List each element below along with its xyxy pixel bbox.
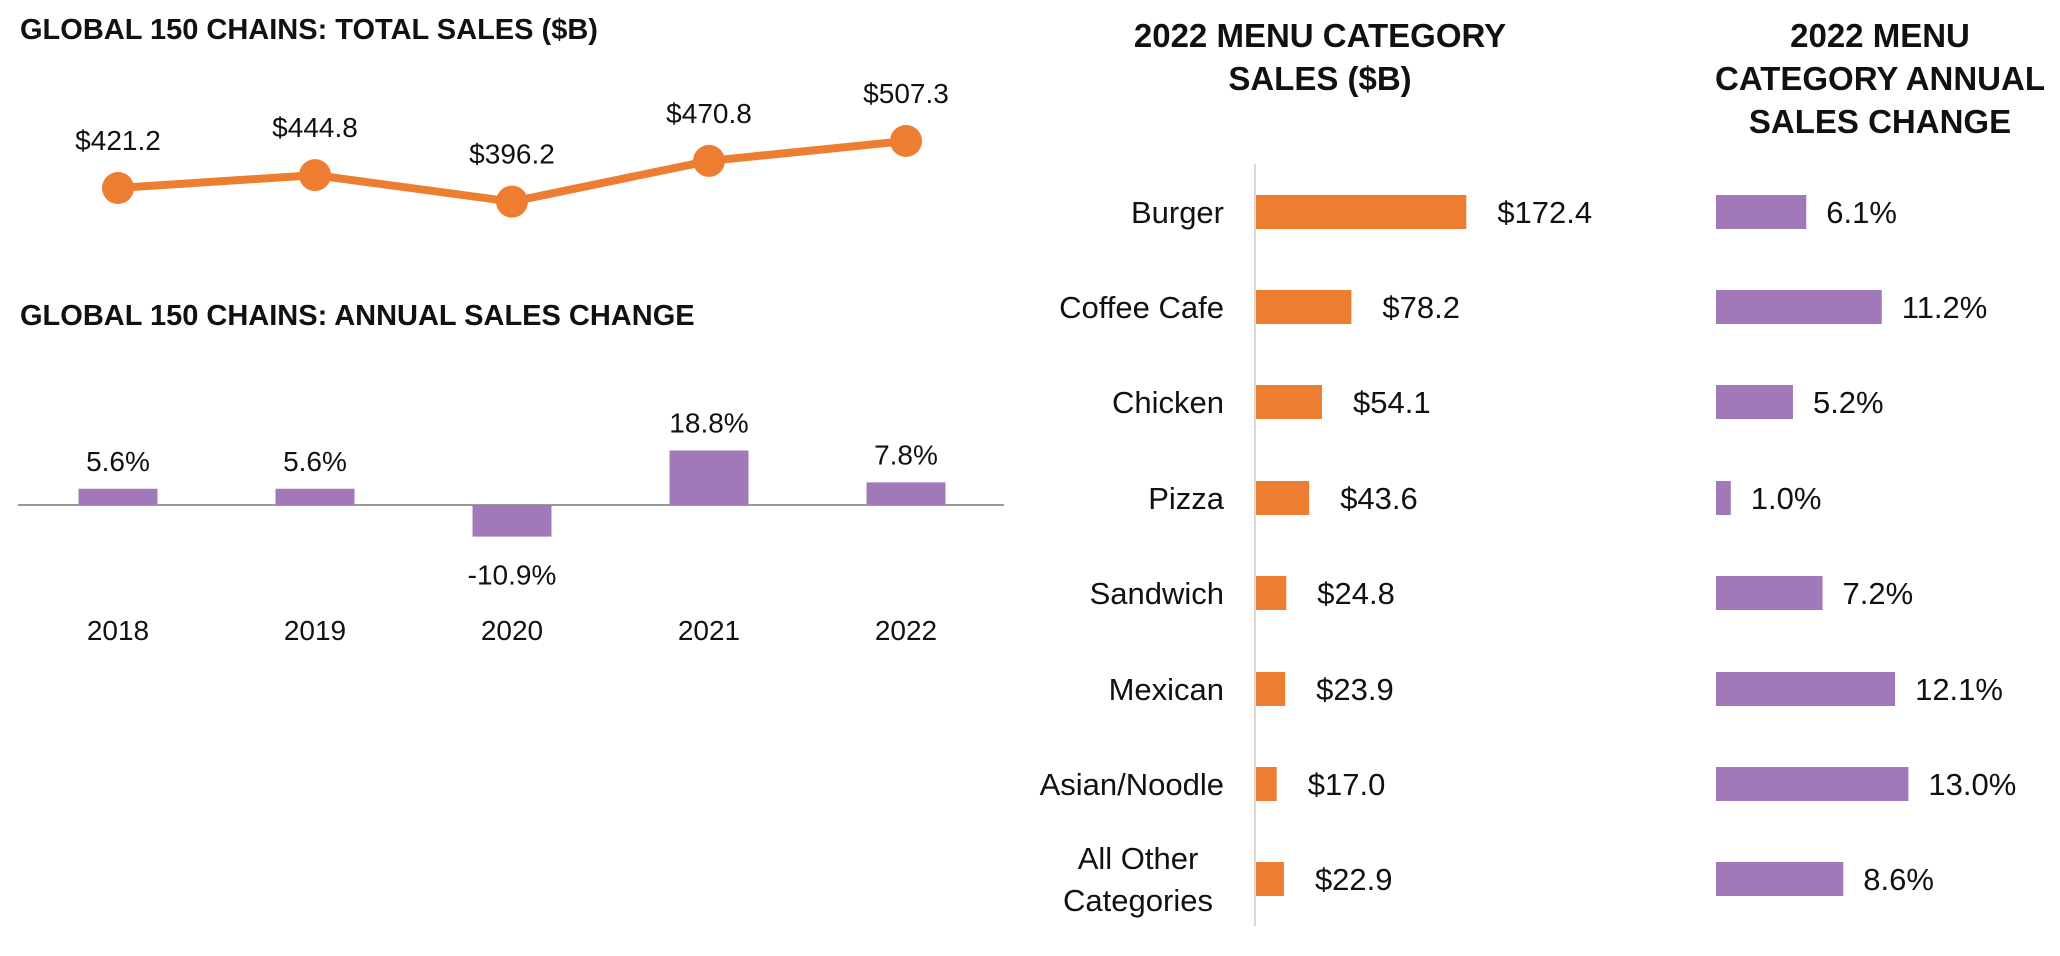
total-sales-point bbox=[299, 159, 331, 192]
annual-change-x-tick-label: 2019 bbox=[284, 615, 346, 646]
total-sales-point bbox=[890, 124, 922, 157]
annual-change-x-tick-label: 2021 bbox=[678, 615, 740, 646]
category-change-data-label: 12.1% bbox=[1915, 672, 2003, 707]
category-sales-data-label: $22.9 bbox=[1315, 862, 1393, 897]
category-sales-title-line: 2022 MENU CATEGORY bbox=[1133, 17, 1507, 54]
total-sales-data-label: $507.3 bbox=[863, 78, 949, 109]
annual-change-bar bbox=[78, 488, 158, 505]
category-sales-data-label: $23.9 bbox=[1316, 672, 1394, 707]
category-sales-bar bbox=[1256, 290, 1352, 324]
total-sales-data-label: $444.8 bbox=[272, 112, 358, 143]
category-sales-bar bbox=[1256, 672, 1286, 706]
annual-change-data-label: 5.6% bbox=[86, 446, 150, 477]
category-sales-data-label: $172.4 bbox=[1497, 195, 1592, 230]
total-sales-title: GLOBAL 150 CHAINS: TOTAL SALES ($B) bbox=[20, 14, 598, 46]
category-sales-title: 2022 MENU CATEGORY SALES ($B) bbox=[1080, 14, 1560, 100]
annual-change-data-label: 5.6% bbox=[283, 446, 347, 477]
category-change-data-label: 11.2% bbox=[1902, 290, 1988, 325]
category-change-title-line: CATEGORY ANNUAL bbox=[1715, 60, 2045, 97]
category-sales-data-label: $24.8 bbox=[1317, 576, 1395, 611]
category-label: Sandwich bbox=[1090, 576, 1224, 611]
total-sales-point bbox=[496, 185, 528, 218]
category-change-title: 2022 MENU CATEGORY ANNUAL SALES CHANGE bbox=[1660, 14, 2060, 143]
category-change-bar bbox=[1716, 195, 1807, 229]
category-sales-bar bbox=[1256, 195, 1467, 229]
annual-change-data-label: -10.9% bbox=[468, 560, 557, 591]
category-sales-bar bbox=[1256, 385, 1323, 419]
category-sales-bar bbox=[1256, 767, 1277, 801]
annual-change-x-tick-label: 2018 bbox=[87, 615, 149, 646]
category-change-bar bbox=[1716, 672, 1896, 706]
category-change-data-label: 5.2% bbox=[1813, 385, 1884, 420]
annual-change-bar bbox=[866, 482, 946, 505]
category-change-bar bbox=[1716, 576, 1823, 610]
category-change-bar bbox=[1716, 290, 1882, 324]
category-label-line: All Other bbox=[1078, 841, 1199, 876]
annual-change-bar bbox=[669, 450, 749, 505]
total-sales-data-label: $396.2 bbox=[469, 139, 555, 170]
category-change-title-line: 2022 MENU bbox=[1790, 17, 1970, 54]
annual-change-x-tick-label: 2022 bbox=[875, 615, 937, 646]
category-sales-bar bbox=[1256, 862, 1284, 896]
category-change-bar bbox=[1716, 481, 1731, 515]
annual-change-data-label: 7.8% bbox=[874, 439, 938, 470]
category-change-title-line: SALES CHANGE bbox=[1748, 103, 2012, 140]
category-change-data-label: 6.1% bbox=[1826, 195, 1897, 230]
category-sales-data-label: $78.2 bbox=[1382, 290, 1460, 325]
category-sales-bar bbox=[1256, 481, 1310, 515]
category-sales-data-label: $43.6 bbox=[1340, 481, 1418, 516]
annual-change-x-tick-label: 2020 bbox=[481, 615, 543, 646]
category-change-data-label: 8.6% bbox=[1863, 862, 1934, 897]
category-label: Coffee Cafe bbox=[1059, 290, 1224, 325]
category-sales-bar bbox=[1256, 576, 1287, 610]
category-label: Pizza bbox=[1148, 481, 1225, 516]
category-label: Asian/Noodle bbox=[1040, 767, 1224, 802]
category-sales-data-label: $54.1 bbox=[1353, 385, 1431, 420]
category-change-data-label: 7.2% bbox=[1843, 576, 1914, 611]
category-sales-title-line: SALES ($B) bbox=[1228, 60, 1412, 97]
category-sales-data-label: $17.0 bbox=[1308, 767, 1386, 802]
category-change-bar bbox=[1716, 862, 1844, 896]
category-label: Burger bbox=[1131, 195, 1224, 230]
total-sales-data-label: $470.8 bbox=[666, 98, 752, 129]
category-change-data-label: 13.0% bbox=[1928, 767, 2016, 802]
category-change-bar bbox=[1716, 385, 1793, 419]
category-label: Chicken bbox=[1112, 385, 1224, 420]
total-sales-point bbox=[693, 144, 725, 177]
category-change-bar bbox=[1716, 767, 1909, 801]
total-sales-data-label: $421.2 bbox=[75, 125, 161, 156]
annual-change-data-label: 18.8% bbox=[669, 407, 748, 438]
total-sales-point bbox=[102, 172, 134, 204]
category-change-data-label: 1.0% bbox=[1751, 481, 1822, 516]
annual-change-title: GLOBAL 150 CHAINS: ANNUAL SALES CHANGE bbox=[20, 300, 695, 332]
annual-change-bar bbox=[472, 505, 552, 537]
annual-change-bar bbox=[275, 488, 355, 505]
category-label-line: Categories bbox=[1063, 883, 1213, 918]
category-label: Mexican bbox=[1109, 672, 1224, 707]
